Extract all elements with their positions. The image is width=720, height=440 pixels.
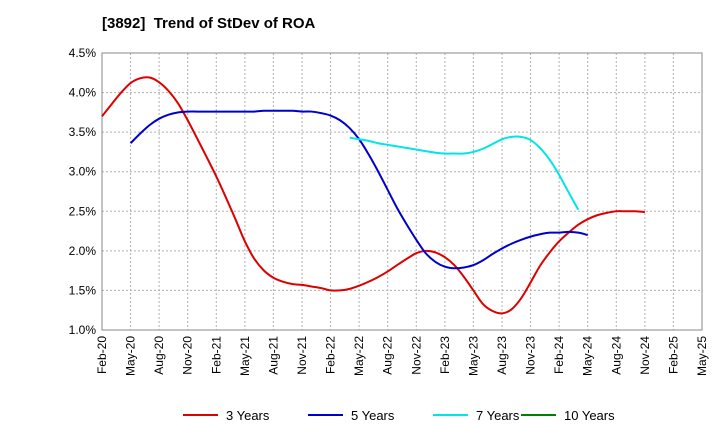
chart-title: [3892] Trend of StDev of ROA	[102, 15, 316, 32]
series-line-3-years	[101, 76, 645, 315]
series-line-7-years	[349, 135, 580, 211]
x-tick-label: May-25	[695, 336, 709, 376]
x-axis-ticks: Feb-20 May-20 Aug-20 Nov-20 Feb-21 May-21 Aug-…	[95, 336, 709, 376]
plot-frame	[101, 52, 703, 331]
x-tick-label: Feb-21	[209, 336, 223, 374]
x-tick-label: Nov-22	[409, 336, 423, 375]
grid-lines	[101, 52, 703, 331]
x-tick-label: Aug-20	[152, 336, 166, 375]
x-tick-label: Aug-23	[495, 336, 509, 375]
x-tick-label: Feb-23	[438, 336, 452, 374]
x-tick-label: Feb-25	[666, 336, 680, 374]
y-tick-label: 4.5%	[69, 46, 97, 60]
x-tick-label: Feb-20	[95, 336, 109, 374]
y-tick-label: 3.0%	[69, 165, 97, 179]
x-tick-label: Nov-23	[524, 336, 538, 375]
x-tick-label: Aug-22	[381, 336, 395, 375]
legend-label-5-years: 5 Years	[351, 408, 395, 423]
y-tick-label: 4.0%	[69, 86, 97, 100]
legend-label-3-years: 3 Years	[226, 408, 270, 423]
y-tick-label: 1.0%	[69, 323, 97, 337]
x-tick-label: Aug-24	[609, 336, 623, 375]
x-tick-label: May-23	[466, 336, 480, 376]
legend-label-7-years: 7 Years	[476, 408, 520, 423]
x-tick-label: Feb-24	[552, 336, 566, 374]
legend: 3 Years 5 Years 7 Years 10 Years	[183, 408, 615, 423]
y-tick-label: 3.5%	[69, 125, 97, 139]
y-tick-label: 2.5%	[69, 204, 97, 218]
x-tick-label: Nov-21	[295, 336, 309, 375]
x-tick-label: May-21	[238, 336, 252, 376]
x-tick-label: Aug-21	[266, 336, 280, 375]
y-tick-label: 1.5%	[69, 283, 97, 297]
x-tick-label: Feb-22	[324, 336, 338, 374]
legend-label-10-years: 10 Years	[564, 408, 615, 423]
x-tick-label: May-20	[124, 336, 138, 376]
x-tick-label: Nov-24	[638, 336, 652, 375]
x-tick-label: May-24	[581, 336, 595, 376]
x-tick-label: May-22	[352, 336, 366, 376]
x-tick-label: Nov-20	[181, 336, 195, 375]
y-tick-label: 2.0%	[69, 244, 97, 258]
y-axis-ticks: 1.0% 1.5% 2.0% 2.5% 3.0% 3.5% 4.0% 4.5%	[69, 46, 97, 337]
series-lines	[101, 76, 645, 315]
